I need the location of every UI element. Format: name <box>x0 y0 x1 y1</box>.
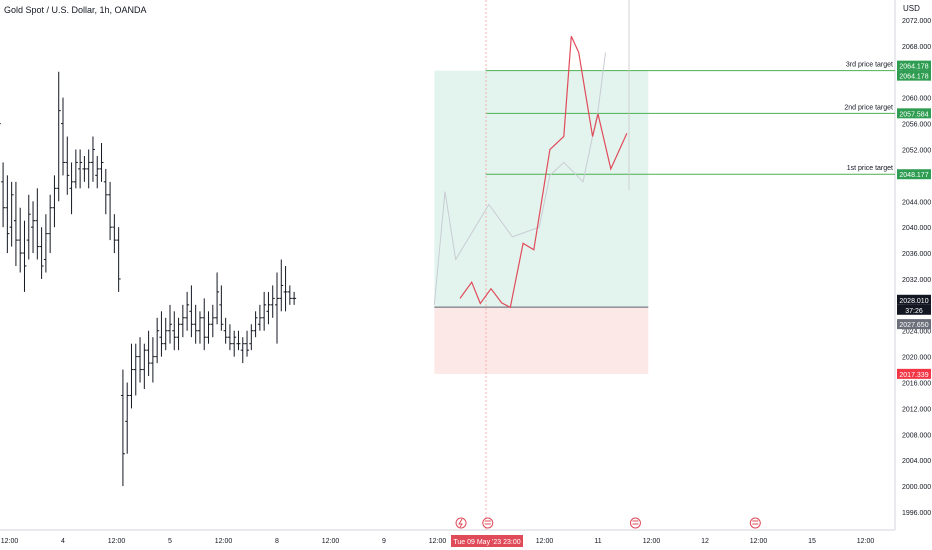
time-tick-label: 12:00 <box>108 538 126 545</box>
flash-icon[interactable] <box>455 517 467 529</box>
price-tick-label: 2068.000 <box>902 44 931 51</box>
price-badge <box>897 294 931 305</box>
time-tick-label: 12:00 <box>1 538 19 545</box>
symbol-title: Gold Spot / U.S. Dollar, 1h, OANDA <box>4 5 147 15</box>
target-zone <box>434 70 649 308</box>
target-label: 1st price target <box>847 165 893 172</box>
time-tick-label: 15 <box>808 538 816 545</box>
time-tick-label: 12:00 <box>857 538 875 545</box>
price-badge <box>897 169 931 180</box>
time-tick-label: 12:00 <box>322 538 340 545</box>
price-badge-label: 2064.178 <box>899 74 928 81</box>
price-badge <box>897 70 931 81</box>
price-badge-label: 2057.584 <box>899 111 928 118</box>
price-badge <box>897 304 931 315</box>
price-badge <box>897 319 931 330</box>
price-tick-label: 2060.000 <box>902 96 931 103</box>
price-tick-label: 2020.000 <box>902 355 931 362</box>
price-tick-label: 1996.000 <box>902 510 931 517</box>
price-badge-label: 2028.010 <box>899 298 928 305</box>
us-flag-icon[interactable] <box>629 517 641 529</box>
time-tick-label: 12:00 <box>643 538 661 545</box>
stop-zone <box>434 307 649 374</box>
target-label: 2nd price target <box>844 104 893 111</box>
price-tick-label: 2004.000 <box>902 458 931 465</box>
projection-gray-line <box>433 52 606 305</box>
time-tick-label: 4 <box>61 538 65 545</box>
target-label: 3rd price target <box>846 62 893 69</box>
us-flag-icon[interactable] <box>482 517 494 529</box>
flash-symbol <box>458 518 463 528</box>
price-badge <box>897 60 931 71</box>
price-badge <box>897 108 931 119</box>
price-tick-label: 2032.000 <box>902 277 931 284</box>
time-tick-label: 12 <box>701 538 709 545</box>
time-tick-label: 9 <box>382 538 386 545</box>
time-tick-label: 12:00 <box>215 538 233 545</box>
time-tick-label: 11 <box>594 538 601 545</box>
price-badge-label: 2048.177 <box>899 172 928 179</box>
price-badge-label: 37:26 <box>905 308 923 315</box>
price-tick-label: 2072.000 <box>902 18 931 25</box>
price-tick-label: 2056.000 <box>902 122 931 129</box>
time-tick-label: 8 <box>275 538 279 545</box>
time-tick-label: 12:00 <box>429 538 447 545</box>
us-flag-icon[interactable] <box>749 517 761 529</box>
price-badge <box>897 368 931 379</box>
currency-label: USD <box>903 4 920 13</box>
price-badge-label: 2017.339 <box>899 372 928 379</box>
price-tick-label: 2036.000 <box>902 251 931 258</box>
projection-red-line <box>459 35 628 309</box>
crosshair-time-label: Tue 09 May '23 23:00 <box>453 539 520 546</box>
crosshair-time-badge <box>451 535 523 547</box>
price-tick-label: 2016.000 <box>902 381 931 388</box>
time-tick-label: 5 <box>168 538 172 545</box>
price-tick-label: 2008.000 <box>902 432 931 439</box>
price-tick-label: 2040.000 <box>902 225 931 232</box>
price-badge-label: 2064.178 <box>899 64 928 71</box>
time-tick-label: 12:00 <box>536 538 554 545</box>
time-tick-label: 12:00 <box>750 538 768 545</box>
price-tick-label: 2044.000 <box>902 199 931 206</box>
price-tick-label: 2052.000 <box>902 147 931 154</box>
price-tick-label: 2000.000 <box>902 484 931 491</box>
price-tick-label: 2012.000 <box>902 406 931 413</box>
price-tick-label: 2024.000 <box>902 329 931 336</box>
price-badge-label: 2027.650 <box>899 322 928 329</box>
